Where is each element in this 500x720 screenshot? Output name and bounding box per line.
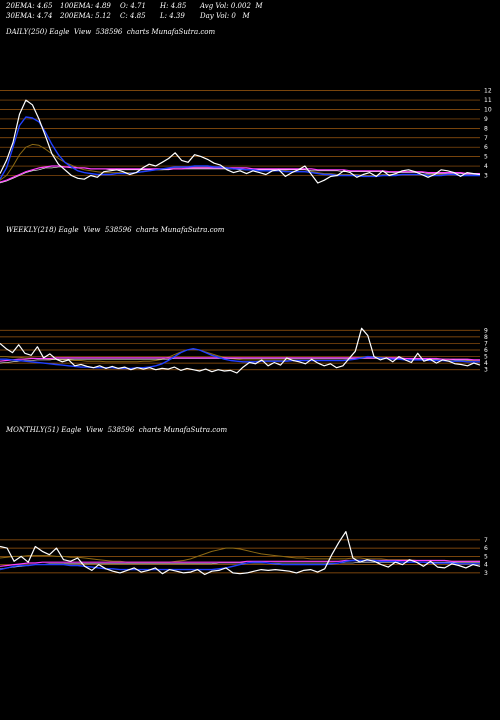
monthly-tick-label: 7 [484,537,488,544]
monthly-tick-label: 6 [484,545,488,552]
daily-tick-label: 3 [484,172,488,179]
header-200ema: 200EMA: 5.12 [60,12,111,20]
weekly-tick-label: 7 [484,340,488,347]
weekly-series-line-1 [0,348,480,370]
header-20ema: 20EMA: 4.65 [6,2,53,10]
daily-tick-label: 5 [484,154,488,161]
weekly-tick-label: 5 [484,354,488,361]
daily-tick-label: 6 [484,144,488,151]
monthly-series-line-3 [0,559,480,567]
weekly-panel-label: WEEKLY(218) Eagle View 538596 charts Mun… [6,226,225,234]
weekly-series-line-3 [0,357,480,362]
monthly-series-line-1 [0,559,480,571]
daily-tick-label: 10 [484,107,492,114]
weekly-tick-label: 9 [484,327,488,334]
weekly-series-line-0 [0,327,481,374]
daily-series-line-0 [0,99,481,184]
header-100ema: 100EMA: 4.89 [60,2,111,10]
header-low: L: 4.39 [160,12,185,20]
daily-tick-label: 12 [484,88,492,95]
daily-series-line-1 [0,116,480,180]
daily-tick-label: 9 [484,116,488,123]
daily-panel-label: DAILY(250) Eagle View 538596 charts Muna… [6,28,216,36]
header-30ema: 30EMA: 4.74 [6,12,53,20]
header-close: C: 4.85 [120,12,146,20]
weekly-tick-label: 4 [484,360,488,367]
header-avg-vol: Avg Vol: 0.002 M [200,2,263,10]
weekly-tick-label: 8 [484,334,488,341]
monthly-panel-label: MONTHLY(51) Eagle View 538596 charts Mun… [6,426,228,434]
weekly-tick-label: 3 [484,367,488,374]
header-day-vol: Day Vol: 0 M [200,12,250,20]
daily-tick-label: 8 [484,125,488,132]
monthly-tick-label: 5 [484,553,488,560]
monthly-series-line-2 [0,547,480,563]
daily-tick-label: 4 [484,163,488,170]
weekly-tick-label: 6 [484,347,488,354]
header-high: H: 4.85 [160,2,187,10]
header-open: O: 4.71 [120,2,146,10]
monthly-tick-label: 3 [484,570,488,577]
daily-tick-label: 7 [484,135,488,142]
daily-tick-label: 11 [484,97,492,104]
monthly-tick-label: 4 [484,562,488,569]
monthly-series-line-0 [0,530,481,576]
